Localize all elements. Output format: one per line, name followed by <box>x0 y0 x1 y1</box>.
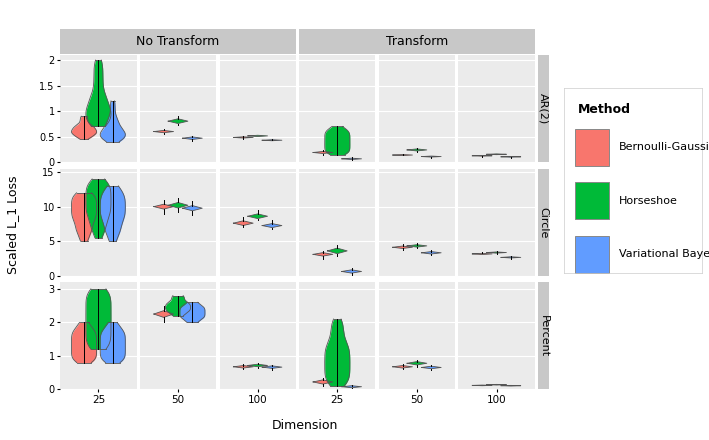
FancyBboxPatch shape <box>575 128 609 165</box>
Text: No Transform: No Transform <box>136 35 220 48</box>
Text: AR(2): AR(2) <box>539 93 549 124</box>
Polygon shape <box>393 246 413 249</box>
Polygon shape <box>501 385 521 386</box>
Text: Transform: Transform <box>386 35 448 48</box>
Polygon shape <box>247 214 267 219</box>
Text: Percent: Percent <box>539 315 549 357</box>
FancyBboxPatch shape <box>575 236 609 273</box>
Polygon shape <box>313 151 333 154</box>
Polygon shape <box>472 385 492 386</box>
Polygon shape <box>328 248 347 254</box>
Text: Horseshoe: Horseshoe <box>619 196 678 206</box>
Polygon shape <box>154 204 174 209</box>
Polygon shape <box>182 205 202 211</box>
Polygon shape <box>393 366 413 368</box>
Polygon shape <box>262 140 282 141</box>
Polygon shape <box>168 202 188 208</box>
Polygon shape <box>313 253 333 256</box>
Polygon shape <box>486 252 506 253</box>
Polygon shape <box>393 154 413 156</box>
Text: Method: Method <box>577 103 630 116</box>
Polygon shape <box>262 366 282 368</box>
Polygon shape <box>247 135 267 136</box>
Polygon shape <box>262 224 282 227</box>
Polygon shape <box>501 257 521 258</box>
Polygon shape <box>168 119 188 124</box>
Polygon shape <box>233 137 253 138</box>
Polygon shape <box>247 364 267 367</box>
Polygon shape <box>472 253 492 254</box>
FancyBboxPatch shape <box>575 182 609 219</box>
Polygon shape <box>342 386 362 388</box>
Text: Scaled L_1 Loss: Scaled L_1 Loss <box>6 175 19 274</box>
Polygon shape <box>472 155 492 156</box>
Polygon shape <box>421 156 441 157</box>
Polygon shape <box>407 362 427 365</box>
Polygon shape <box>233 221 253 225</box>
Text: Circle: Circle <box>539 206 549 238</box>
Text: Bernoulli-Gaussian: Bernoulli-Gaussian <box>619 142 709 152</box>
Polygon shape <box>342 270 362 273</box>
Polygon shape <box>182 137 202 139</box>
Polygon shape <box>154 130 174 133</box>
Polygon shape <box>421 366 441 369</box>
Polygon shape <box>407 149 427 151</box>
Polygon shape <box>233 366 253 368</box>
Polygon shape <box>154 311 174 317</box>
Polygon shape <box>342 158 362 159</box>
Polygon shape <box>421 252 441 254</box>
Polygon shape <box>407 245 427 247</box>
Polygon shape <box>313 380 333 384</box>
Text: Dimension: Dimension <box>272 419 338 433</box>
Text: Variational Bayes: Variational Bayes <box>619 249 709 259</box>
